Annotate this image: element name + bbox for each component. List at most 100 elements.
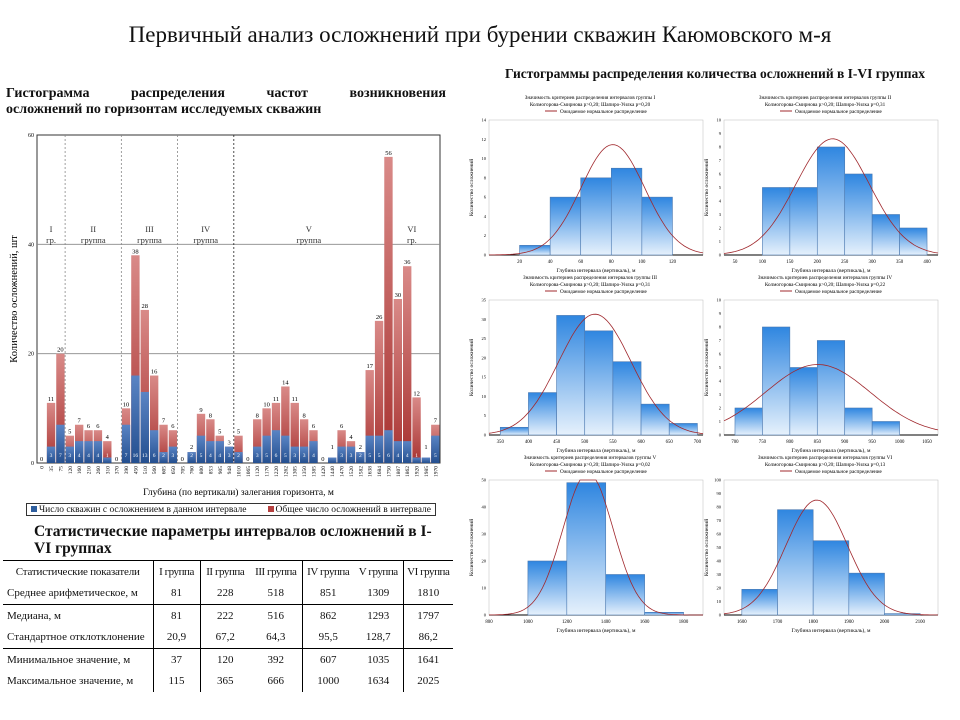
x-tick-label: 800 (199, 466, 205, 475)
y-axis-label: Количество осложнений (703, 519, 710, 576)
y-tick-label: 5 (719, 365, 722, 370)
x-tick-label: 1440 (330, 466, 336, 477)
x-tick-label: 450 (553, 440, 561, 445)
x-tick-label: 1305 (293, 466, 299, 477)
x-tick-label: 1800 (808, 620, 818, 625)
table-header-cell: VI группа (402, 560, 453, 583)
x-tick-label: 450 (133, 466, 139, 475)
histogram-bar (605, 574, 645, 616)
histogram-group-V: Значимость критериев распределения интер… (468, 455, 704, 634)
x-tick-label: 1700 (773, 620, 783, 625)
bar-total-label: 8 (209, 412, 212, 419)
x-tick-label: 200 (814, 260, 822, 265)
histogram-bar (871, 214, 900, 256)
y-tick-label: 20 (482, 559, 487, 564)
y-tick-label: 50 (717, 545, 722, 550)
bar-wells-label: 5 (378, 453, 381, 459)
table-header-cell: I группа (152, 560, 200, 583)
table-cell: 365 (199, 670, 250, 692)
x-tick-label: 550 (609, 440, 617, 445)
y-tick-label: 80 (717, 505, 722, 510)
y-tick-label: 9 (719, 131, 722, 136)
bar-wells (253, 446, 262, 463)
y-tick-label: 4 (719, 379, 722, 384)
x-tick-label: 1385 (311, 466, 317, 477)
bar-wells-label: 3 (293, 453, 296, 459)
histogram-group-I: Значимость критериев распределения интер… (468, 95, 704, 274)
bar-total (149, 375, 159, 463)
y-tick-label: 8 (484, 175, 487, 180)
table-cell: 128,7 (365, 631, 391, 644)
normal-curve (489, 144, 704, 256)
y-tick-label: 40 (28, 242, 34, 248)
histogram-bar (610, 167, 643, 256)
bar-wells (262, 435, 271, 463)
bar-wells-label: 6 (387, 453, 390, 459)
histogram-subtitle: Колмогорова-Смирнова p>0,20; Шапиро-Уилк… (530, 462, 651, 468)
histogram-bar (528, 392, 557, 436)
histogram-bar (844, 173, 873, 256)
x-tick-label: 1638 (368, 466, 374, 477)
x-tick-label: 605 (162, 466, 168, 475)
bar-wells (234, 452, 243, 463)
histogram-bar (580, 177, 612, 256)
bar-total (374, 320, 384, 463)
bar-wells-label: 7 (125, 453, 128, 459)
bar-wells-label: 3 (68, 453, 71, 459)
normal-curve (723, 364, 939, 431)
bar-total-label: 10 (263, 401, 270, 408)
bar-wells (299, 446, 309, 463)
x-tick-label: 250 (841, 260, 849, 265)
table-cell: 20,9 (152, 626, 200, 649)
bar-wells (159, 452, 168, 463)
x-tick-label: 800 (786, 440, 794, 445)
bar-wells (121, 424, 131, 463)
y-axis-label: Количество осложнений (468, 519, 475, 576)
x-tick-label: 400 (525, 440, 533, 445)
bar-wells (206, 441, 215, 463)
y-tick-label: 2 (719, 226, 721, 231)
x-tick-label: 60 (578, 260, 583, 265)
table-cell: 1797 (402, 604, 453, 627)
bar-total-label: 8 (256, 412, 259, 419)
bar-wells-label: 5 (200, 453, 203, 459)
table-cell: 37 (152, 648, 200, 671)
table-header-cell: Статистические показатели (3, 560, 153, 583)
x-tick-label: 50 (733, 260, 738, 265)
y-tick-label: 7 (719, 338, 722, 343)
main-chart-title-line1: Гистограмма распределения частот возникн… (6, 86, 446, 101)
legend-label-blue: Число скважин с осложнением в данном инт… (39, 505, 247, 515)
x-tick-label: 1862 (405, 466, 411, 477)
x-tick-label: 1120 (255, 466, 261, 477)
y-axis-label: Количество осложнений (703, 339, 710, 396)
bar-wells (281, 435, 290, 463)
bar-total-label: 20 (57, 347, 64, 354)
y-tick-label: 10 (717, 298, 722, 303)
bar-wells-label: 1 (106, 453, 109, 459)
histogram-title: Значимость критериев распределения интер… (523, 275, 657, 281)
x-axis-label: Глубина интервала (вертикаль), м (791, 267, 871, 274)
x-tick-label: 1470 (340, 466, 346, 477)
x-tick-label: 900 (841, 440, 849, 445)
bar-wells (131, 375, 140, 463)
bar-wells-label: 1 (331, 453, 334, 459)
y-tick-label: 7 (719, 158, 722, 163)
bar-total-label: 56 (385, 150, 392, 157)
x-tick-label: 0 (40, 466, 46, 469)
y-tick-label: 70 (717, 518, 722, 523)
histogram-legend-label: Ожидаемое нормальное распределение (795, 469, 883, 475)
x-tick-label: 1420 (321, 466, 327, 477)
group-label-numeral: V (306, 224, 313, 234)
histogram-title: Значимость критериев распределения интер… (758, 275, 893, 281)
x-tick-label: 948 (227, 466, 233, 475)
bar-total-label: 6 (340, 423, 344, 430)
bar-wells-label: 1 (415, 453, 418, 459)
table-cell: 1035 (354, 648, 403, 671)
bar-wells-label: 3 (303, 453, 306, 459)
x-tick-label: 1970 (433, 466, 439, 477)
y-tick-label: 40 (717, 559, 722, 564)
x-tick-label: 1350 (302, 466, 308, 477)
y-tick-label: 12 (482, 137, 487, 142)
y-tick-label: 1 (719, 239, 721, 244)
bar-total-label: 0 (246, 456, 249, 463)
